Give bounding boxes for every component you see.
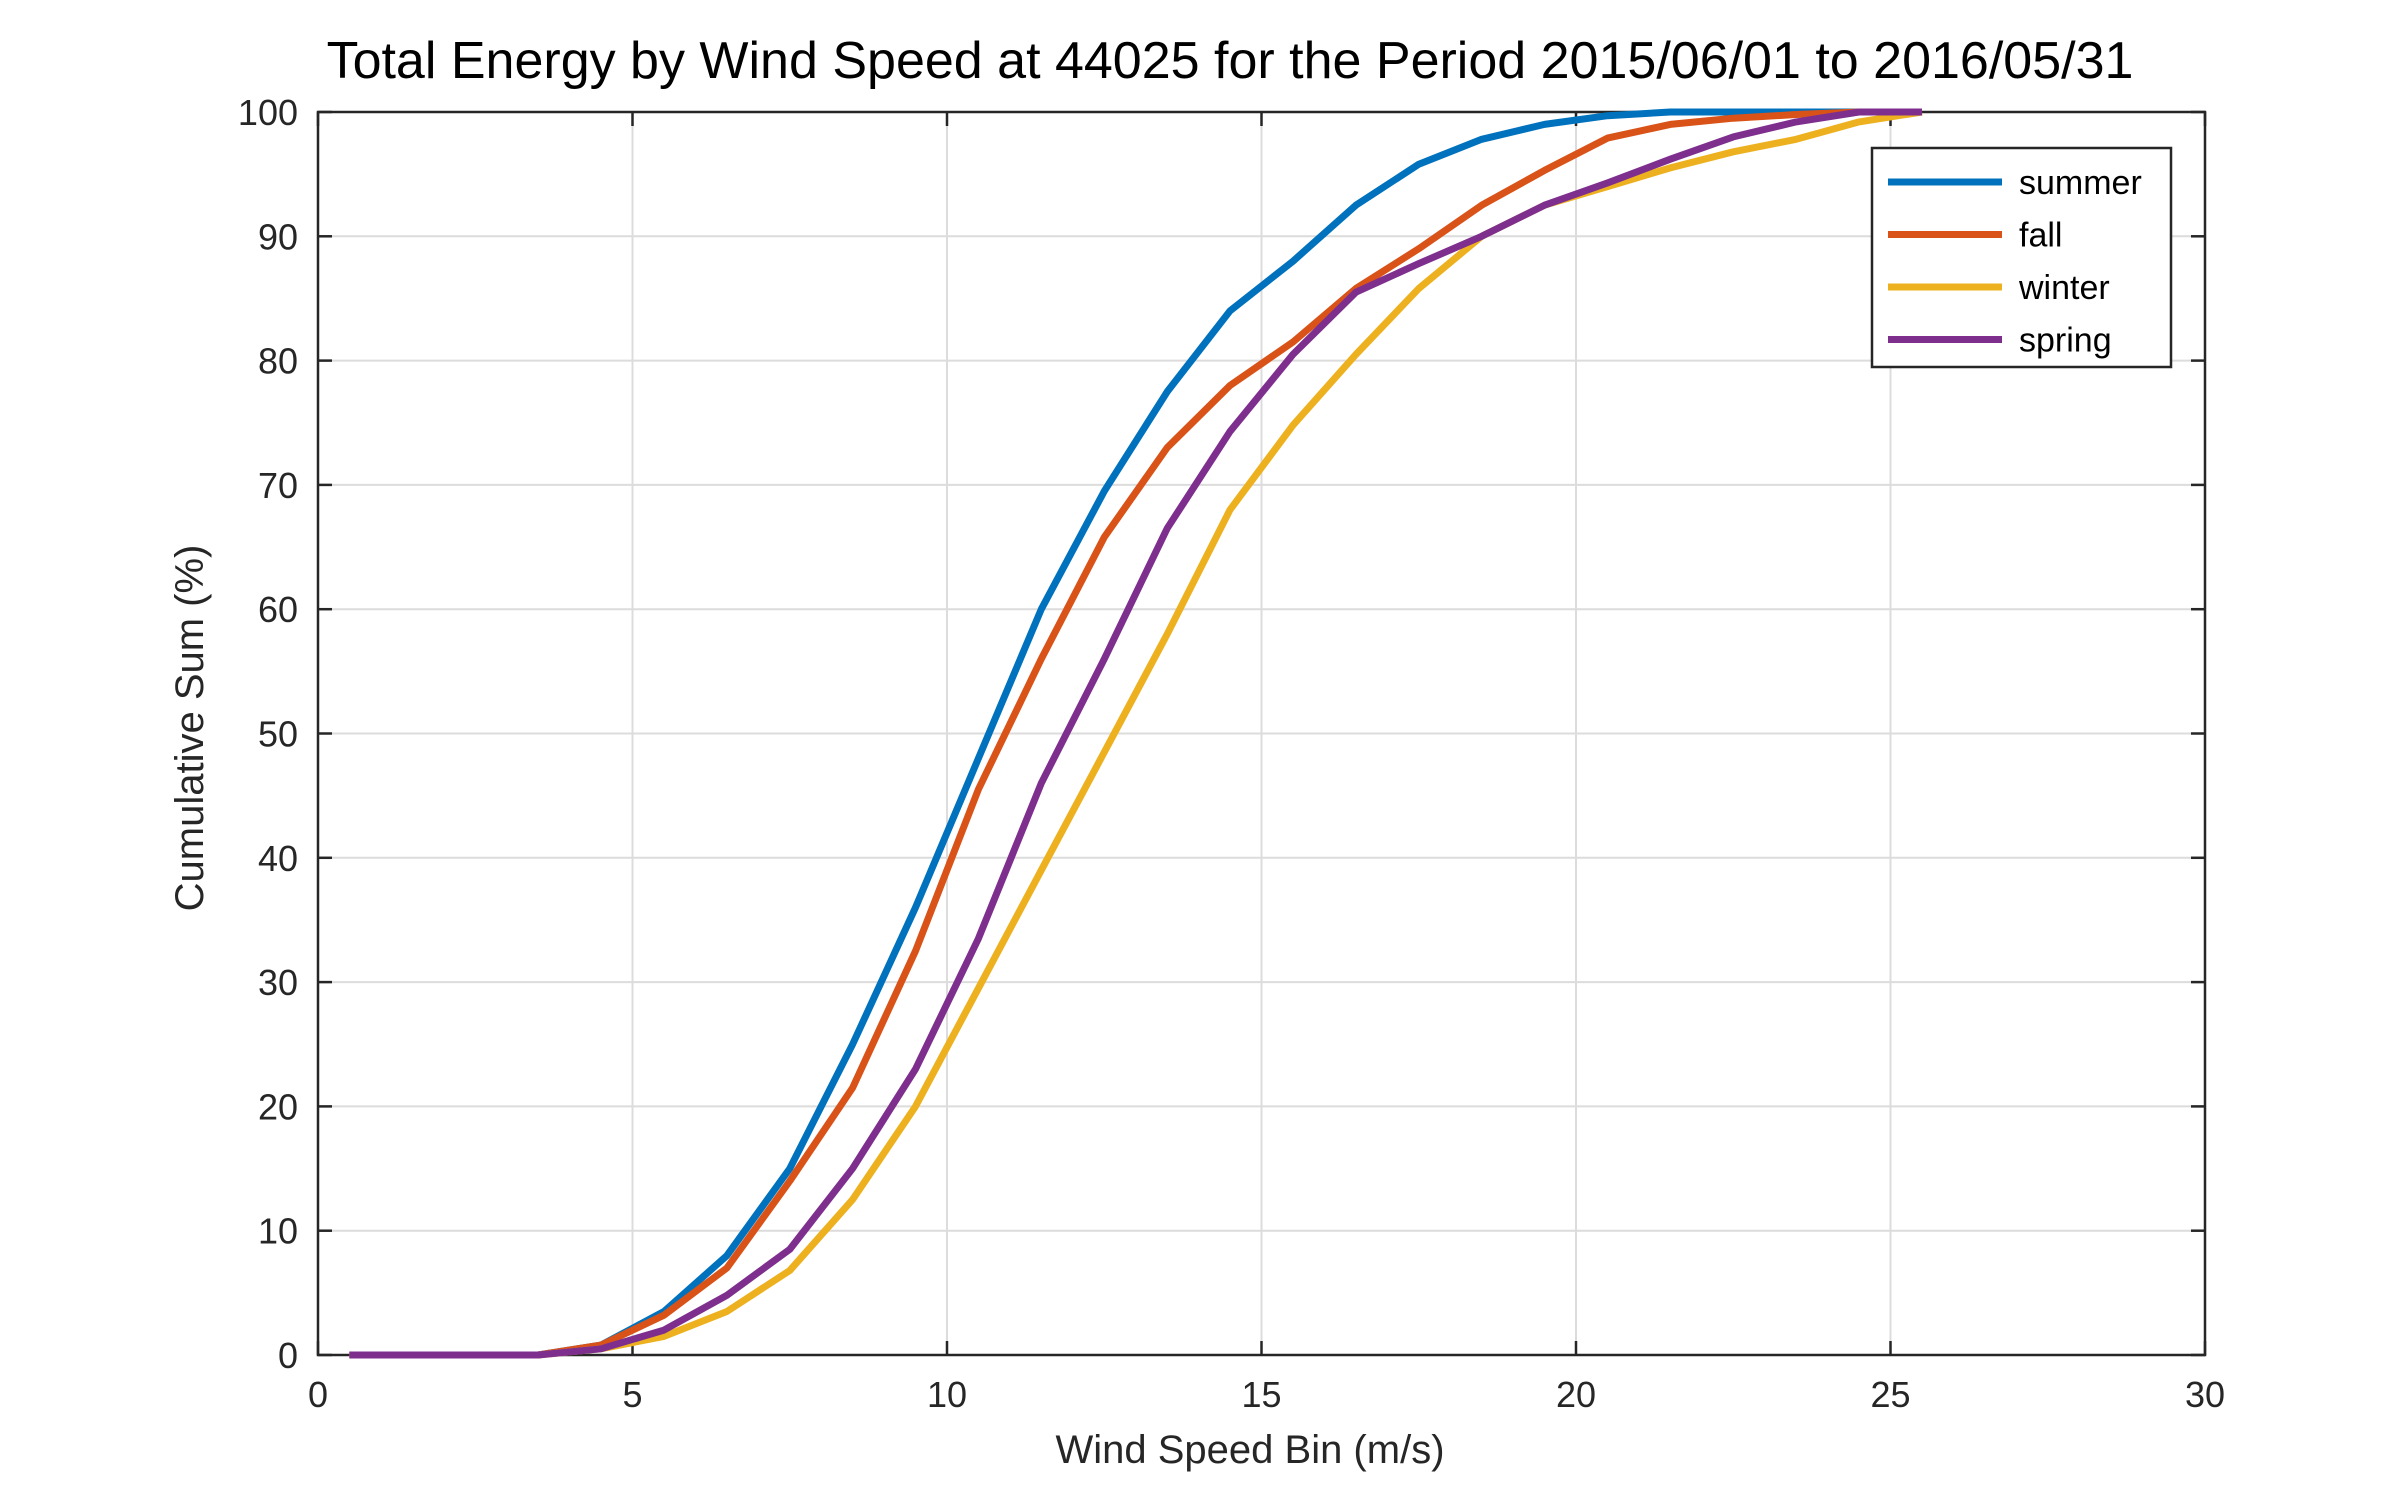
y-tick-label: 50 xyxy=(258,714,298,755)
y-tick-label: 40 xyxy=(258,838,298,879)
series xyxy=(349,108,1923,1359)
series-line-fall xyxy=(349,108,1922,1359)
x-tick-label: 5 xyxy=(622,1374,642,1415)
y-tick-label: 90 xyxy=(258,216,298,257)
x-tick-label: 30 xyxy=(2185,1374,2225,1415)
x-tick-label: 15 xyxy=(1241,1374,1281,1415)
x-axis-label: Wind Speed Bin (m/s) xyxy=(1055,1428,1444,1472)
y-tick-label: 70 xyxy=(258,465,298,506)
legend: summer fall winter spring xyxy=(1870,146,2173,369)
legend-label-spring: spring xyxy=(2019,322,2112,360)
y-tick-label: 20 xyxy=(258,1086,298,1127)
y-tick-label: 100 xyxy=(238,92,298,133)
grid xyxy=(318,112,2205,1355)
y-tick-label: 80 xyxy=(258,341,298,382)
y-tick-label: 0 xyxy=(278,1335,298,1376)
legend-label-summer: summer xyxy=(2019,164,2142,202)
chart-title: Total Energy by Wind Speed at 44025 for … xyxy=(327,32,2134,90)
legend-label-fall: fall xyxy=(2019,217,2062,255)
x-tick-label: 0 xyxy=(308,1374,328,1415)
axes xyxy=(316,110,2207,1357)
legend-label-winter: winter xyxy=(2018,269,2110,307)
tick-labels: 0 5 10 15 20 25 30 0 10 20 30 40 50 60 70 80 90 100 xyxy=(238,92,2225,1415)
x-tick-label: 10 xyxy=(927,1374,967,1415)
y-tick-label: 60 xyxy=(258,589,298,630)
y-axis-label: Cumulative Sum (%) xyxy=(168,545,212,912)
y-tick-label: 10 xyxy=(258,1211,298,1252)
series-line-spring xyxy=(349,108,1922,1359)
x-tick-label: 20 xyxy=(1556,1374,1596,1415)
y-tick-label: 30 xyxy=(258,962,298,1003)
x-tick-label: 25 xyxy=(1870,1374,1910,1415)
